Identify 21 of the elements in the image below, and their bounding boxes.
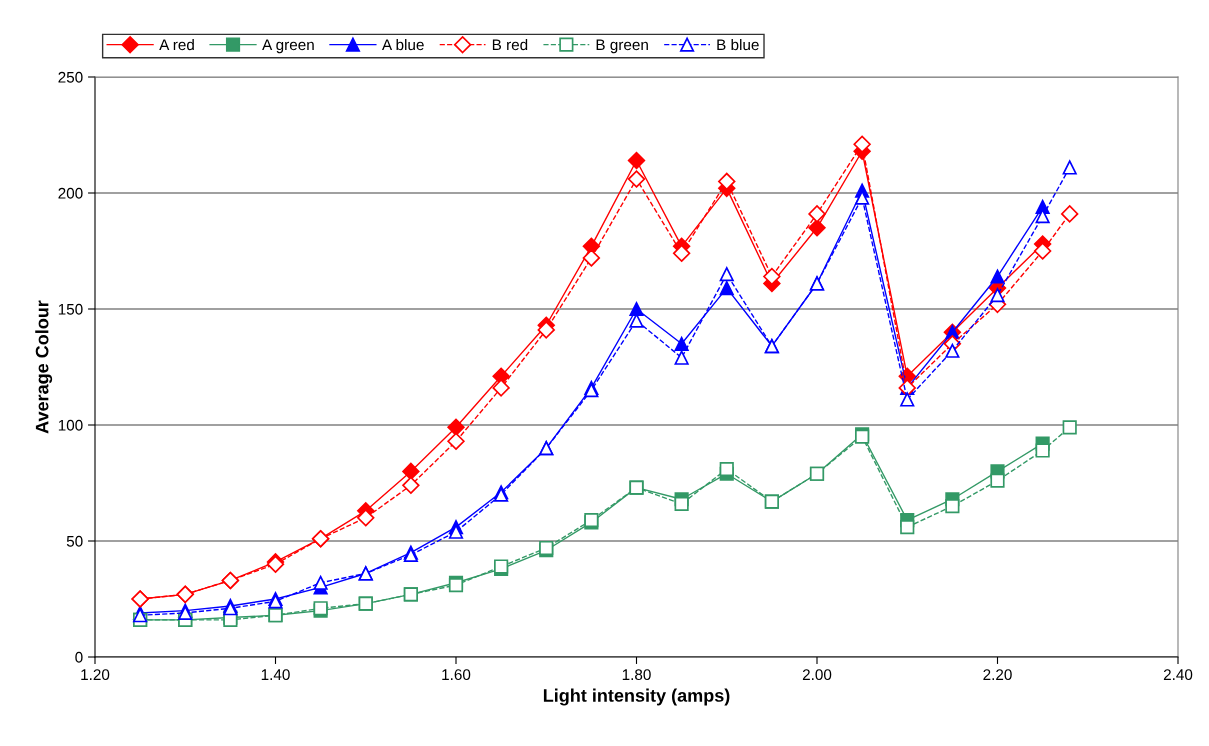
x-axis-title: Light intensity (amps) bbox=[543, 688, 730, 706]
x-tick-label: 1.40 bbox=[261, 669, 290, 681]
x-tick-label: 2.20 bbox=[983, 669, 1012, 681]
legend-label: A green bbox=[262, 39, 314, 54]
legend-label: B green bbox=[596, 39, 648, 54]
y-tick-label: 150 bbox=[58, 303, 83, 315]
legend-label: B blue bbox=[717, 38, 759, 51]
legend-label: B red bbox=[492, 38, 528, 51]
legend-label: A blue bbox=[381, 38, 424, 51]
y-tick-label: 100 bbox=[58, 419, 83, 431]
legend-label: A red bbox=[159, 38, 194, 51]
y-tick-label: 250 bbox=[58, 71, 83, 83]
y-tick-label: 200 bbox=[58, 187, 83, 199]
y-axis-title: Average Colour bbox=[35, 300, 53, 434]
y-tick-label: 50 bbox=[66, 535, 83, 547]
x-tick-label: 2.40 bbox=[1163, 669, 1193, 681]
x-tick-label: 1.80 bbox=[622, 669, 651, 681]
x-tick-label: 1.60 bbox=[442, 669, 471, 681]
x-tick-label: 1.20 bbox=[81, 669, 110, 681]
y-tick-label: 0 bbox=[75, 651, 83, 663]
x-tick-label: 2.00 bbox=[802, 669, 832, 681]
